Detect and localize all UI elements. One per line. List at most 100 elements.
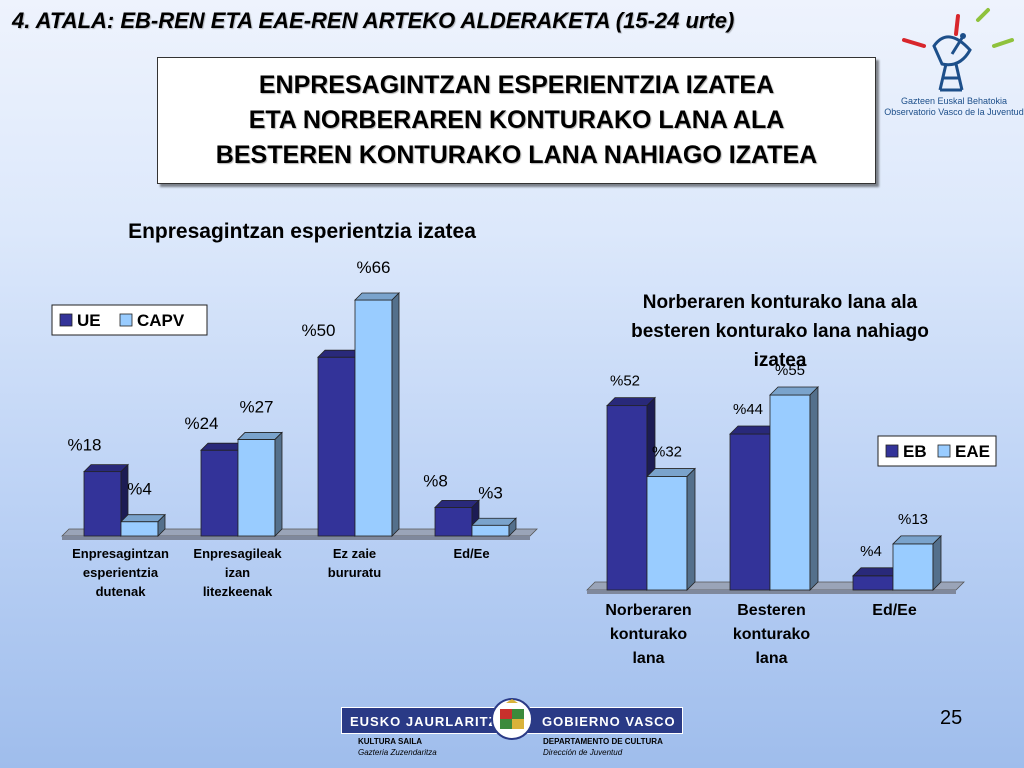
bar-eae-1 <box>769 386 819 591</box>
data-label: %4 <box>127 480 152 499</box>
category-label: lana <box>755 650 787 667</box>
bar-eae-2-side <box>932 534 942 591</box>
data-label: %55 <box>775 362 805 379</box>
page-number: 25 <box>940 707 963 729</box>
legend-swatch <box>885 444 899 458</box>
kultura-saila: KULTURA SAILA <box>358 737 422 746</box>
bar-eae-1-side <box>809 386 819 591</box>
bar-ue-0-front <box>83 471 122 537</box>
gobierno-vasco-label: GOBIERNO VASCO <box>542 714 676 729</box>
bar-eae-1-front <box>769 394 811 591</box>
bar-capv-1-front <box>237 439 276 537</box>
satellite-dish-icon <box>902 8 1014 92</box>
slide-title-line-2: ETA NORBERAREN KONTURAKO LANA ALA <box>248 106 785 134</box>
bar-capv-0-top <box>120 514 166 523</box>
category-label: lana <box>632 650 664 667</box>
category-label: konturako <box>610 626 688 643</box>
observatory-logo-text: Gazteen Euskal Behatokia Observatorio Va… <box>884 96 1024 118</box>
legend-swatch <box>119 313 133 327</box>
bar-capv-2-top <box>354 292 400 301</box>
data-label: %32 <box>652 444 682 461</box>
data-label: %66 <box>356 258 390 277</box>
data-label: %18 <box>67 436 101 455</box>
gazteria-zuzendaritza: Gazteria Zuzendaritza <box>358 748 437 757</box>
category-label: bururatu <box>328 565 382 580</box>
category-label: Ez zaie <box>333 546 376 561</box>
observatory-logo <box>890 6 1020 118</box>
data-label: %3 <box>478 483 503 502</box>
chart-legend: UE CAPV <box>51 304 208 336</box>
bar-capv-3 <box>471 517 517 537</box>
footer-right-dept: DEPARTAMENTO DE CULTURA Dirección de Juv… <box>543 736 663 758</box>
bar-capv-0-front <box>120 521 159 537</box>
data-label: %4 <box>860 543 882 560</box>
category-label: Enpresagileak <box>193 546 282 561</box>
logo-line-2: Observatorio Vasco de la Juventud <box>884 107 1024 117</box>
section-title: 4. ATALA: EB-REN ETA EAE-REN ARTEKO ALDE… <box>12 8 735 33</box>
bar-eb-1-front <box>729 433 771 591</box>
logo-line-1: Gazteen Euskal Behatokia <box>900 96 1008 106</box>
chart-title-line: izatea <box>754 350 807 371</box>
chart-title-line: besteren konturako lana nahiago <box>631 321 929 342</box>
slide-title-box: ENPRESAGINTZAN ESPERIENTZIA IZATEA ETA N… <box>157 57 876 184</box>
data-label: %8 <box>423 471 448 490</box>
data-label: %50 <box>301 321 335 340</box>
bar-capv-3-top <box>471 517 517 526</box>
departamento-de-cultura: DEPARTAMENTO DE CULTURA <box>543 737 663 746</box>
bar-capv-1 <box>237 431 283 537</box>
slide-title-line-1: ENPRESAGINTZAN ESPERIENTZIA IZATEA <box>258 71 775 99</box>
bar-eae-0-front <box>646 476 688 591</box>
chart-enpresagintzan-esperientzia: Enpresagintzan esperientzia izatea %18 %4 E… <box>51 220 538 599</box>
category-label: izan <box>225 565 250 580</box>
bar-eb-2-front <box>852 575 894 591</box>
eusko-jaurlaritza-label: EUSKO JAURLARITZA <box>350 714 508 729</box>
footer-left-dept: KULTURA SAILA Gazteria Zuzendaritza <box>358 736 437 758</box>
chart-legend: EB EAE <box>877 435 997 467</box>
bar-ue-2-front <box>317 356 356 537</box>
chart-floor-edge <box>62 536 530 540</box>
category-label: litezkeenak <box>203 584 273 599</box>
category-label: Norberaren <box>605 602 691 619</box>
bar-capv-1-side <box>274 431 283 537</box>
bar-ue-3-front <box>434 506 473 537</box>
legend-label: UE <box>77 311 101 330</box>
bar-eae-2 <box>892 534 942 591</box>
bar-ue-3-top <box>434 499 480 508</box>
bar-capv-3-front <box>471 524 510 537</box>
bar-eae-0 <box>646 467 696 591</box>
chart-norberaren-konturako-lana: Norberaren konturako lana ala besteren ko… <box>586 292 997 667</box>
chart-title-line: Enpresagintzan esperientzia izatea <box>128 220 476 243</box>
bar-eb-0-front <box>606 405 648 591</box>
legend-swatch <box>937 444 951 458</box>
bar-capv-3-side <box>508 517 517 537</box>
category-label: Besteren <box>737 602 805 619</box>
slide-title-line-3: BESTEREN KONTURAKO LANA NAHIAGO IZATEA <box>215 141 818 169</box>
bar-capv-2-side <box>391 292 400 537</box>
direccion-de-juventud: Dirección de Juventud <box>543 748 623 757</box>
bar-capv-2-front <box>354 299 393 537</box>
category-label: Ed/Ee <box>453 546 489 561</box>
legend-swatch <box>59 313 73 327</box>
chart-floor-edge <box>587 590 956 594</box>
bar-capv-2 <box>354 292 400 537</box>
bar-ue-0-top <box>83 464 129 473</box>
bar-capv-0 <box>120 513 166 537</box>
data-label: %13 <box>898 511 928 528</box>
data-label: %52 <box>610 373 640 390</box>
category-label: konturako <box>733 626 811 643</box>
coat-of-arms-icon <box>491 698 533 740</box>
category-label: dutenak <box>96 584 147 599</box>
category-label: esperientzia <box>83 565 159 580</box>
chart-title-line: Norberaren konturako lana ala <box>643 292 918 313</box>
category-label: Ed/Ee <box>872 602 917 619</box>
bar-ue-3 <box>434 499 480 537</box>
category-label: Enpresagintzan <box>72 546 169 561</box>
legend-label: EB <box>903 442 927 461</box>
bar-eae-0-side <box>686 467 696 591</box>
bar-ue-1-front <box>200 449 239 537</box>
legend-label: CAPV <box>137 311 185 330</box>
legend-label: EAE <box>955 442 990 461</box>
bar-capv-0-side <box>157 513 166 537</box>
data-label: %27 <box>239 397 273 416</box>
bar-eae-2-front <box>892 543 934 591</box>
